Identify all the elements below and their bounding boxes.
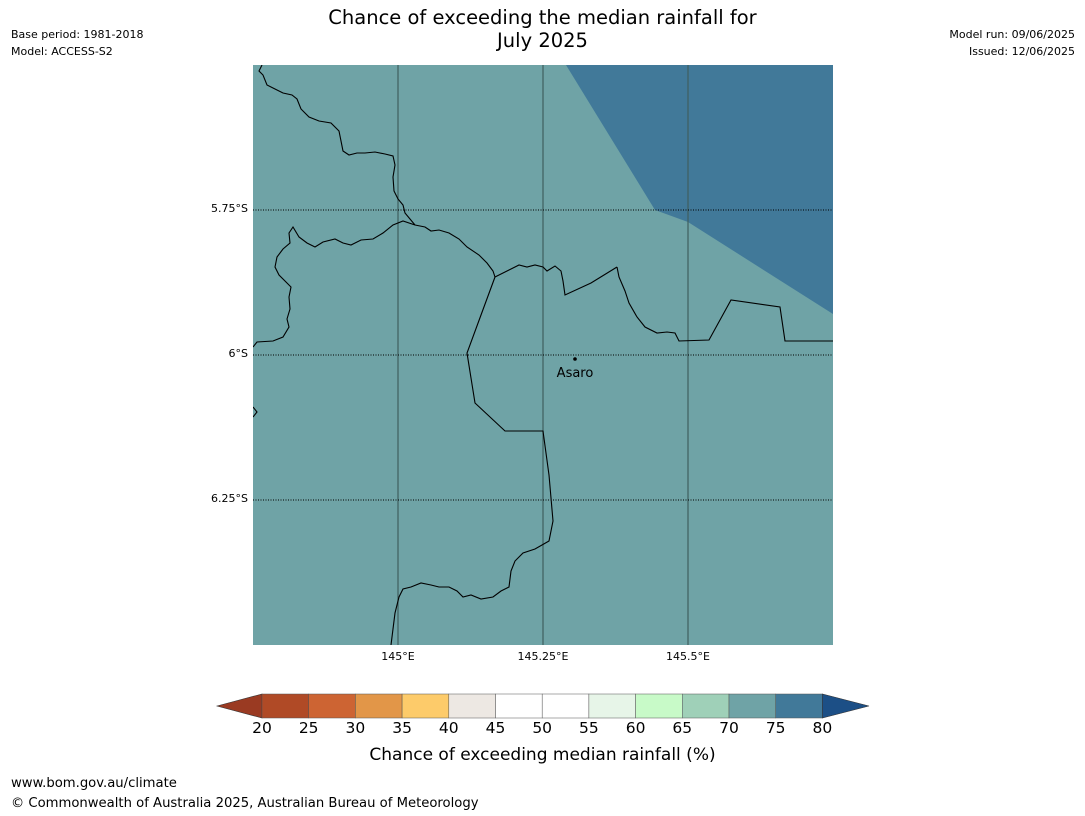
colorbar-tick-55: 55 bbox=[579, 719, 599, 737]
colorbar-bin-50-55 bbox=[541, 693, 590, 719]
footer: www.bom.gov.au/climate © Commonwealth of… bbox=[11, 774, 479, 814]
colorbar-bin-40-45 bbox=[448, 693, 496, 719]
colorbar-bin-70-75 bbox=[728, 693, 776, 719]
colorbar-extend-low bbox=[215, 693, 263, 719]
province-boundaries bbox=[253, 65, 833, 645]
colorbar-bin-20-25 bbox=[261, 693, 309, 719]
colorbar-bin-60-65 bbox=[635, 693, 683, 719]
lat-label-6s: 6°S bbox=[228, 347, 248, 360]
colorbar-bin-25-30 bbox=[308, 693, 356, 719]
lon-label-145-25e: 145.25°E bbox=[517, 650, 569, 663]
colorbar-tick-35: 35 bbox=[392, 719, 412, 737]
forecast-map[interactable]: Asaro bbox=[253, 65, 833, 645]
colorbar-bin-30-35 bbox=[355, 693, 403, 719]
colorbar-tick-50: 50 bbox=[532, 719, 553, 737]
colorbar-tick-70: 70 bbox=[719, 719, 739, 737]
region-75-80 bbox=[566, 65, 833, 314]
model-text: Model: ACCESS-S2 bbox=[11, 45, 113, 58]
colorbar-tick-65: 65 bbox=[672, 719, 693, 737]
colorbar-bin-35-40 bbox=[401, 693, 450, 719]
parallel-lines bbox=[253, 209, 833, 501]
place-asaro[interactable]: Asaro bbox=[557, 357, 594, 381]
asaro-label: Asaro bbox=[557, 366, 594, 381]
colorbar-extend-high bbox=[822, 693, 870, 719]
lat-label-6-25s: 6.25°S bbox=[211, 492, 248, 505]
chart-title: Chance of exceeding the median rainfall … bbox=[0, 6, 1085, 52]
asaro-marker bbox=[573, 357, 577, 361]
base-period-text: Base period: 1981-2018 bbox=[11, 28, 144, 41]
lat-label-5-75s: 5.75°S bbox=[211, 202, 248, 215]
colorbar-tick-60: 60 bbox=[625, 719, 646, 737]
colorbar-tick-20: 20 bbox=[252, 719, 272, 737]
footer-copyright: © Commonwealth of Australia 2025, Austra… bbox=[11, 796, 479, 811]
issued-text: Issued: 12/06/2025 bbox=[968, 45, 1075, 58]
model-run-text: Model run: 09/06/2025 bbox=[949, 28, 1075, 41]
colorbar-tick-80: 80 bbox=[812, 719, 833, 737]
meta-right: Model run: 09/06/2025 Issued: 12/06/2025 bbox=[949, 26, 1075, 60]
colorbar-tick-25: 25 bbox=[298, 719, 319, 737]
colorbar-tick-75: 75 bbox=[765, 719, 786, 737]
colorbar-bin-55-60 bbox=[588, 693, 636, 719]
colorbar-tick-40: 40 bbox=[438, 719, 459, 737]
colorbar-label: Chance of exceeding median rainfall (%) bbox=[369, 745, 716, 765]
lon-label-145e: 145°E bbox=[381, 650, 415, 663]
lon-label-145-5e: 145.5°E bbox=[666, 650, 710, 663]
colorbar bbox=[215, 693, 870, 719]
footer-url[interactable]: www.bom.gov.au/climate bbox=[11, 776, 177, 791]
colorbar-tick-30: 30 bbox=[345, 719, 366, 737]
colorbar-bin-65-70 bbox=[682, 693, 730, 719]
title-line-1: Chance of exceeding the median rainfall … bbox=[328, 6, 757, 29]
title-line-2: July 2025 bbox=[497, 29, 588, 52]
colorbar-bin-75-80 bbox=[775, 693, 823, 719]
colorbar-bin-45-50 bbox=[495, 693, 543, 719]
colorbar-tick-45: 45 bbox=[485, 719, 506, 737]
meta-left: Base period: 1981-2018 Model: ACCESS-S2 bbox=[11, 26, 143, 60]
